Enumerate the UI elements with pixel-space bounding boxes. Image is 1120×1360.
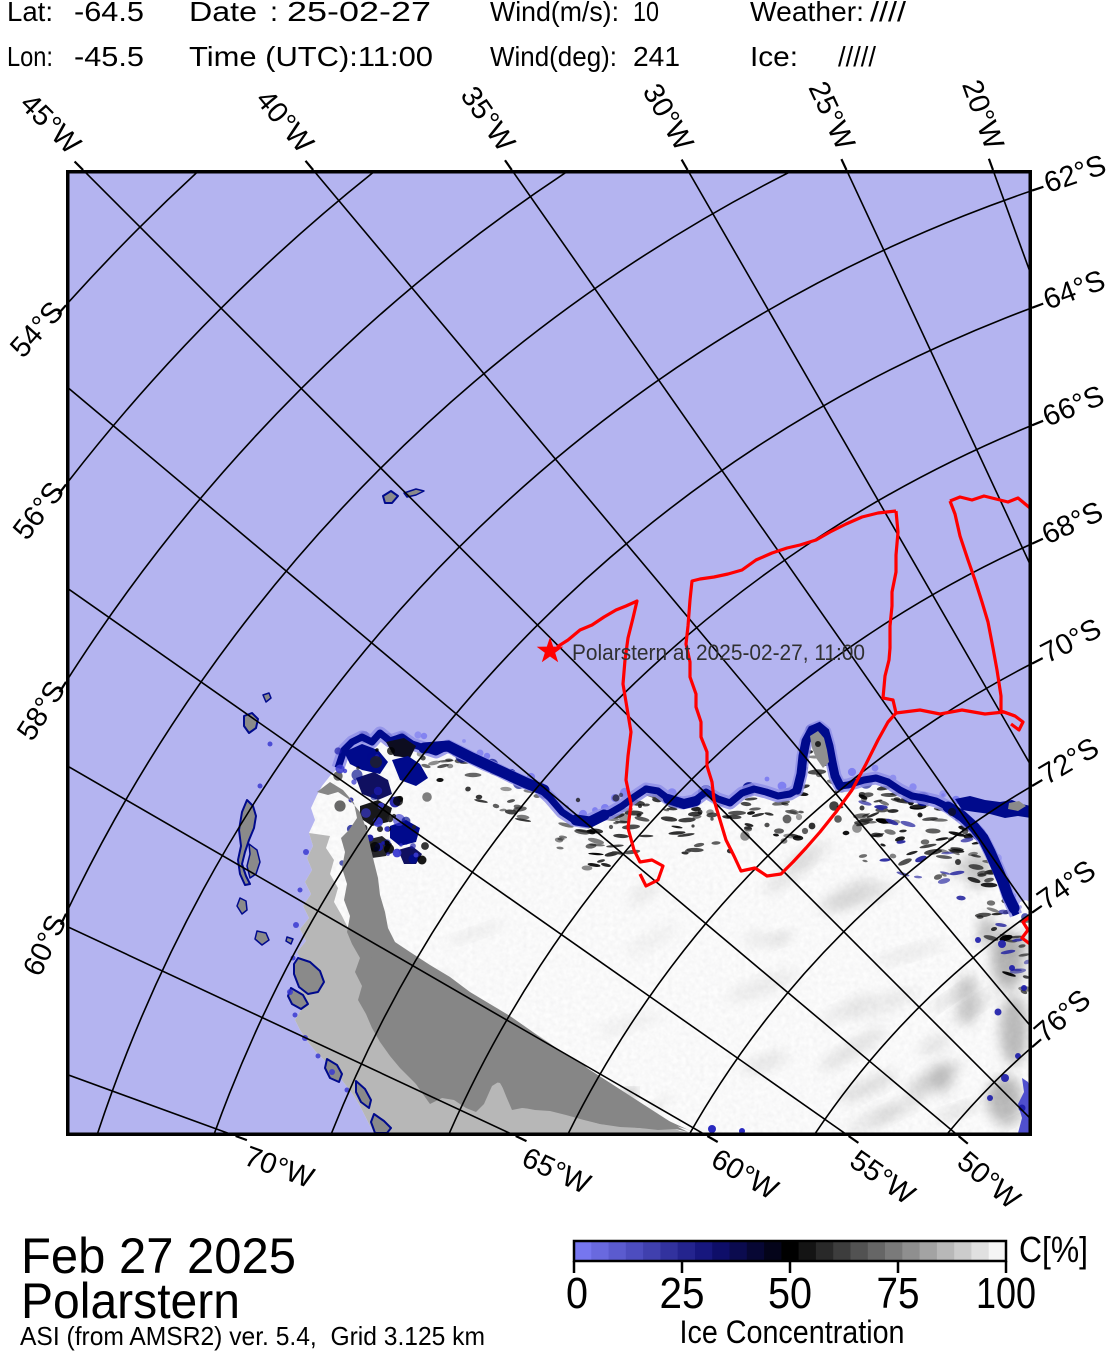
svg-text:Date: Date <box>189 0 257 27</box>
svg-text:Wind(deg):: Wind(deg): <box>490 41 617 72</box>
svg-text:Time (UTC):11:00: Time (UTC):11:00 <box>189 41 433 72</box>
svg-text::: : <box>270 0 278 27</box>
svg-text:Lat:: Lat: <box>7 0 53 27</box>
svg-text:C[%]: C[%] <box>1019 1229 1088 1270</box>
svg-text:50: 50 <box>768 1269 812 1318</box>
svg-text:25: 25 <box>660 1269 705 1318</box>
svg-text:Polarstern: Polarstern <box>21 1273 240 1329</box>
svg-text:241: 241 <box>633 41 680 72</box>
svg-text:Lon:: Lon: <box>7 41 53 72</box>
svg-text:-45.5: -45.5 <box>74 41 144 72</box>
svg-text:25-02-27: 25-02-27 <box>287 0 431 27</box>
svg-text://///: ///// <box>838 41 876 72</box>
svg-text:Ice:: Ice: <box>750 41 798 72</box>
svg-text:Ice Concentration: Ice Concentration <box>680 1314 905 1350</box>
svg-text:Feb 27 2025: Feb 27 2025 <box>21 1228 296 1284</box>
svg-text:Wind(m/s):: Wind(m/s): <box>490 0 619 27</box>
svg-text:Polarstern at 2025-02-27, 11:0: Polarstern at 2025-02-27, 11:00 <box>572 640 865 665</box>
svg-text:////: //// <box>870 0 906 27</box>
svg-text:75: 75 <box>877 1269 920 1318</box>
svg-text:-64.5: -64.5 <box>74 0 144 27</box>
svg-text:Weather:: Weather: <box>750 0 864 27</box>
svg-text:10: 10 <box>633 0 659 27</box>
svg-text:100: 100 <box>976 1269 1036 1318</box>
svg-text:0: 0 <box>566 1269 588 1318</box>
svg-text:ASI (from AMSR2) ver. 5.4, Gr: ASI (from AMSR2) ver. 5.4, Grid 3.125 km <box>20 1321 485 1351</box>
